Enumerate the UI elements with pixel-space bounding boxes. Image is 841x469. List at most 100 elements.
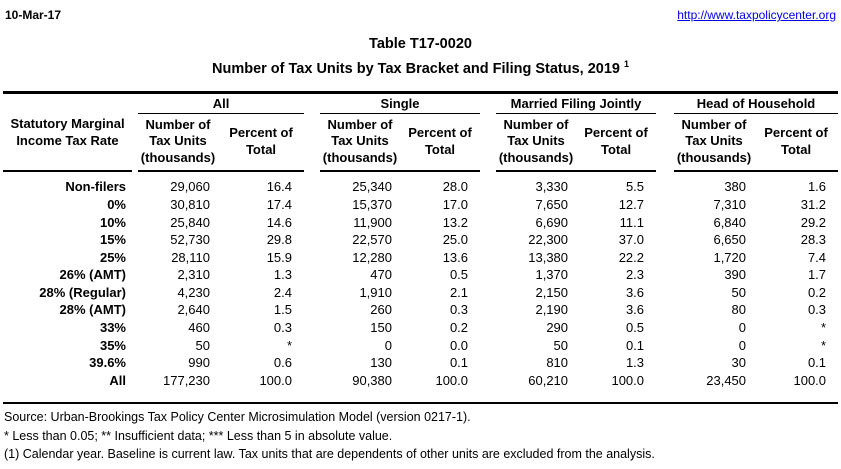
- percent-cell: 1.7: [807, 267, 827, 283]
- percent-cell: 1.5: [273, 302, 292, 318]
- percent-cell: 29.8: [266, 232, 292, 248]
- table-number-title: Table T17-0020: [369, 36, 472, 52]
- col-header-number-hoh: Number of Tax Units (thousands): [674, 113, 755, 173]
- table-row: 35% 50 * 0 0.0 50 0.1 0 *: [3, 337, 838, 355]
- group-header-single: Single: [320, 93, 481, 114]
- number-cell: 6,840: [713, 214, 747, 230]
- column-spacer: [480, 284, 496, 302]
- tax-units-table: Statutory Marginal Income Tax Rate All S…: [3, 93, 839, 390]
- percent-cell: 11.1: [619, 214, 645, 230]
- col-header-number-single: Number of Tax Units (thousands): [320, 113, 400, 173]
- column-spacer: [480, 266, 496, 284]
- column-spacer: [656, 214, 674, 232]
- number-cell: 2,150: [535, 284, 569, 300]
- number-cell: 0: [384, 337, 392, 353]
- column-spacer: [656, 319, 674, 337]
- title-block: Table T17-0020 Number of Tax Units by Ta…: [3, 34, 838, 79]
- number-cell: 50: [731, 284, 747, 300]
- number-cell: 22,570: [352, 232, 392, 248]
- table-main-title-text: Number of Tax Units by Tax Bracket and F…: [211, 60, 620, 77]
- top-double-rule: [3, 90, 838, 94]
- number-cell: 4,230: [177, 284, 210, 300]
- percent-cell: 37.0: [618, 232, 645, 248]
- table-row: 33% 460 0.3 150 0.2 290 0.5 0 *: [3, 319, 838, 337]
- number-cell: 7,310: [713, 196, 747, 212]
- percent-cell: *: [286, 337, 292, 353]
- number-cell: 11,900: [353, 214, 392, 230]
- number-cell: 6,690: [535, 214, 569, 230]
- column-spacer: [304, 196, 320, 214]
- column-spacer: [304, 301, 320, 319]
- website-link[interactable]: http://www.taxpolicycenter.org: [677, 8, 836, 22]
- column-spacer: [304, 372, 320, 390]
- percent-cell: 0.1: [625, 337, 645, 353]
- column-spacer: [304, 284, 320, 302]
- number-cell: 7,650: [535, 196, 569, 212]
- column-spacer: [480, 171, 496, 196]
- percent-cell: 100.0: [611, 372, 645, 388]
- percent-cell: 13.6: [442, 249, 469, 265]
- column-spacer: [304, 231, 320, 249]
- column-spacer: [656, 284, 674, 302]
- percent-cell: 3.6: [625, 284, 645, 300]
- number-cell: 2,640: [177, 302, 210, 318]
- row-label: 35%: [99, 337, 126, 353]
- column-spacer: [656, 231, 674, 249]
- number-cell: 29,060: [170, 179, 210, 195]
- footnotes-block: Source: Urban-Brookings Tax Policy Cente…: [3, 404, 838, 464]
- number-cell: 3,330: [535, 179, 569, 195]
- table-main-title: Number of Tax Units by Tax Bracket and F…: [3, 54, 838, 79]
- table-row: 28% (AMT) 2,640 1.5 260 0.3 2,190 3.6 80 0.3: [3, 301, 838, 319]
- column-spacer: [480, 231, 496, 249]
- number-cell: 380: [724, 179, 747, 195]
- column-spacer: [480, 337, 496, 355]
- percent-cell: 0.6: [273, 355, 292, 371]
- percent-cell: 17.4: [266, 196, 292, 212]
- column-spacer: [480, 196, 496, 214]
- number-cell: 290: [546, 320, 569, 336]
- column-spacer: [656, 94, 674, 172]
- table-row: 10% 25,840 14.6 11,900 13.2 6,690 11.1 6,840 29.…: [3, 214, 838, 232]
- number-cell: 25,340: [352, 179, 392, 195]
- percent-cell: *: [820, 337, 827, 353]
- number-cell: 1,720: [713, 249, 747, 265]
- number-cell: 28,110: [171, 249, 210, 265]
- col-header-percent-single: Percent of Total: [400, 113, 481, 173]
- column-spacer: [656, 249, 674, 267]
- number-cell: 2,190: [535, 302, 569, 318]
- percent-cell: 7.4: [807, 249, 827, 265]
- number-cell: 390: [724, 267, 747, 283]
- column-spacer: [304, 337, 320, 355]
- number-cell: 0: [738, 320, 747, 336]
- column-spacer: [656, 372, 674, 390]
- row-label: 15%: [99, 232, 126, 248]
- percent-cell: 12.7: [618, 196, 645, 212]
- calendar-year-note: (1) Calendar year. Baseline is current l…: [4, 447, 655, 462]
- percent-cell: 1.3: [273, 267, 292, 283]
- percent-cell: 14.6: [266, 214, 292, 230]
- row-label: 28% (Regular): [39, 284, 126, 300]
- number-cell: 50: [553, 337, 569, 353]
- top-bar: 10-Mar-17 http://www.taxpolicycenter.org: [3, 6, 838, 22]
- table-header: Statutory Marginal Income Tax Rate All S…: [3, 93, 839, 173]
- number-cell: 50: [195, 337, 210, 353]
- percent-cell: 3.6: [625, 302, 645, 318]
- row-label: 39.6%: [89, 355, 126, 371]
- percent-cell: 2.1: [449, 284, 469, 300]
- bottom-rule: [3, 402, 838, 405]
- number-cell: 52,730: [170, 232, 210, 248]
- column-spacer: [656, 196, 674, 214]
- number-cell: 177,230: [163, 372, 210, 388]
- row-label: 26% (AMT): [59, 267, 126, 283]
- number-cell: 15,370: [352, 196, 392, 212]
- title-footnote-ref: 1: [624, 59, 630, 69]
- number-cell: 460: [188, 320, 210, 336]
- number-cell: 60,210: [528, 372, 569, 388]
- percent-cell: 22.2: [618, 249, 645, 265]
- number-cell: 2,310: [177, 267, 210, 283]
- group-header-married-filing-jointly: Married Filing Jointly: [496, 93, 657, 114]
- table-row: 28% (Regular) 4,230 2.4 1,910 2.1 2,150 3.6 50 0…: [3, 284, 838, 302]
- sub-header-row: Number of Tax Units (thousands) Percent …: [3, 113, 839, 173]
- percent-cell: 0.1: [807, 355, 827, 371]
